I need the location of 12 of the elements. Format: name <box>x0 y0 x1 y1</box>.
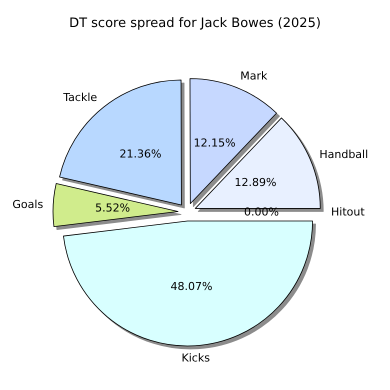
data-label: 12.15% <box>194 136 236 150</box>
data-label: 12.89% <box>234 176 276 190</box>
slice-label: Mark <box>240 69 268 82</box>
slice-label: Handball <box>319 148 368 161</box>
data-label: 21.36% <box>120 147 162 160</box>
data-label: 5.52% <box>95 202 130 215</box>
data-label: 48.07% <box>170 280 212 293</box>
category-label: Hitout <box>331 206 365 218</box>
chart-title: DT score spread for Jack Bowes (2025) <box>69 16 321 31</box>
slice-label: Goals <box>12 198 44 211</box>
slice-label: Kicks <box>181 352 210 365</box>
slice-label: Tackle <box>62 91 98 104</box>
